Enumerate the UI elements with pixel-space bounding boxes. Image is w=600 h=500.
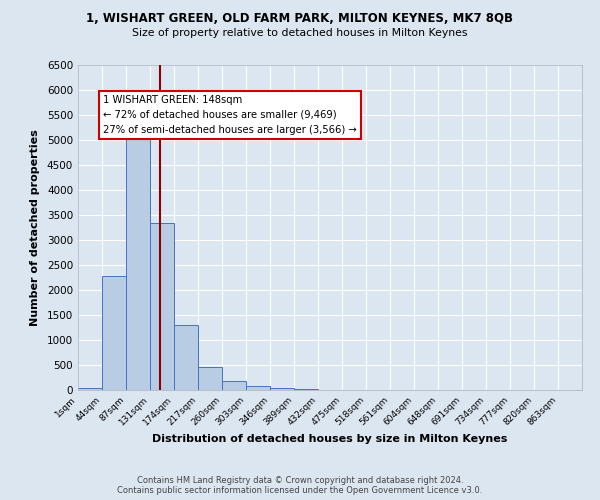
Bar [150,222,174,390]
Bar [78,388,102,390]
Bar [102,276,126,390]
Text: Contains HM Land Registry data © Crown copyright and database right 2024.: Contains HM Land Registry data © Crown c… [137,476,463,485]
Bar [270,388,294,390]
Bar [198,367,222,390]
Bar [126,120,150,390]
Y-axis label: Number of detached properties: Number of detached properties [30,129,40,326]
X-axis label: Distribution of detached houses by size in Milton Keynes: Distribution of detached houses by size … [152,434,508,444]
Text: 1 WISHART GREEN: 148sqm
← 72% of detached houses are smaller (9,469)
27% of semi: 1 WISHART GREEN: 148sqm ← 72% of detache… [103,95,357,134]
Bar [222,380,246,390]
Text: Contains public sector information licensed under the Open Government Licence v3: Contains public sector information licen… [118,486,482,495]
Text: Size of property relative to detached houses in Milton Keynes: Size of property relative to detached ho… [132,28,468,38]
Bar [294,389,318,390]
Bar [246,386,270,390]
Text: 1, WISHART GREEN, OLD FARM PARK, MILTON KEYNES, MK7 8QB: 1, WISHART GREEN, OLD FARM PARK, MILTON … [86,12,514,26]
Bar [174,325,198,390]
